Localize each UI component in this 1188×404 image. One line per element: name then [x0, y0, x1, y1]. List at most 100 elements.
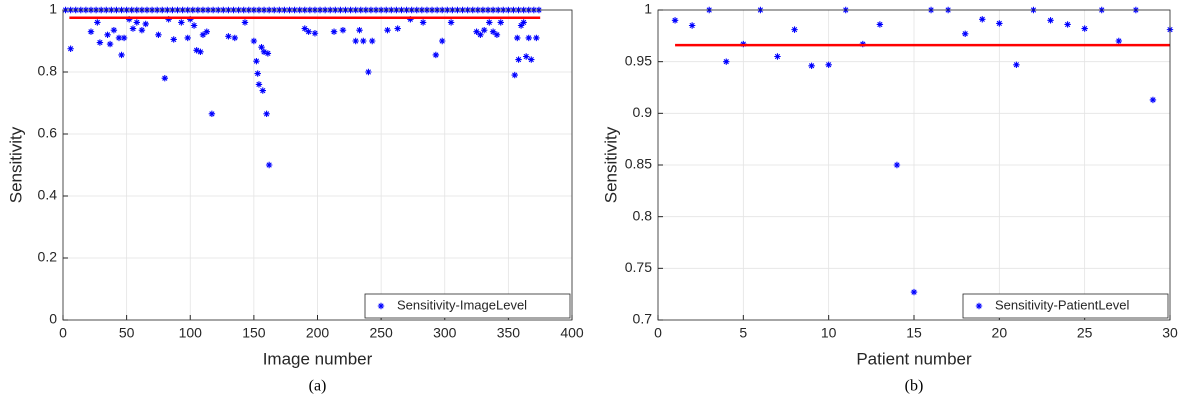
y-tick-label: 0.75 — [625, 259, 652, 275]
data-point — [208, 110, 216, 118]
legend: Sensitivity-PatientLevel — [962, 293, 1169, 319]
y-tick-label: 0 — [49, 311, 57, 327]
data-point — [264, 50, 272, 57]
data-point — [962, 30, 969, 37]
x-tick-label: 250 — [369, 325, 393, 341]
x-tick-label: 20 — [992, 325, 1008, 341]
data-point — [125, 16, 133, 23]
y-tick-label: 0.9 — [633, 104, 653, 120]
data-point — [671, 17, 679, 24]
data-point — [514, 34, 521, 42]
data-point — [263, 110, 270, 118]
y-tick-label: 1 — [49, 1, 57, 17]
axes-box — [62, 9, 573, 321]
data-point — [165, 16, 172, 23]
data-point — [723, 58, 730, 65]
data-point — [94, 19, 101, 26]
data-point — [193, 47, 200, 54]
data-point — [1115, 37, 1122, 45]
data-point — [118, 51, 125, 59]
data-point — [480, 26, 488, 34]
data-point — [356, 26, 363, 34]
data-point — [360, 37, 367, 45]
legend-marker — [975, 302, 983, 310]
data-point — [250, 37, 258, 45]
data-point — [311, 30, 319, 37]
data-point — [265, 161, 273, 169]
data-point — [258, 44, 265, 51]
data-point — [439, 37, 446, 45]
data-point — [893, 161, 901, 169]
data-point — [184, 34, 191, 42]
x-tick-label: 25 — [1077, 325, 1093, 341]
data-point — [473, 28, 480, 35]
data-point — [225, 33, 232, 40]
data-point — [369, 37, 376, 45]
data-point — [197, 48, 204, 56]
legend-label: Sensitivity-PatientLevel — [995, 297, 1130, 312]
data-point — [110, 26, 118, 34]
x-tick-label: 0 — [59, 325, 67, 341]
data-point — [115, 34, 123, 42]
y-tick-label: 0.85 — [625, 156, 652, 172]
data-point — [120, 34, 128, 42]
x-tick-label: 350 — [497, 325, 521, 341]
data-point — [520, 19, 527, 26]
y-tick-label: 1 — [644, 1, 652, 17]
y-tick-label: 0.8 — [633, 207, 653, 223]
data-point — [979, 16, 986, 23]
data-point — [1149, 96, 1157, 104]
data-point — [528, 56, 535, 63]
data-point — [497, 19, 504, 26]
x-axis-label: Image number — [263, 349, 373, 368]
data-point — [203, 28, 210, 35]
x-tick-label: 30 — [1162, 325, 1178, 341]
data-point — [259, 87, 266, 94]
data-point — [190, 22, 198, 29]
data-point — [517, 22, 525, 29]
legend-box — [962, 293, 1169, 319]
data-point — [486, 19, 493, 26]
data-point — [910, 288, 918, 296]
data-point — [129, 25, 137, 32]
data-point — [330, 28, 338, 35]
data-point — [255, 81, 263, 88]
data-point — [493, 31, 501, 38]
data-point — [133, 19, 141, 26]
caption: (a) — [309, 378, 327, 395]
x-tick-label: 10 — [821, 325, 837, 341]
x-tick-label: 150 — [242, 325, 266, 341]
data-point — [96, 39, 104, 46]
data-point — [187, 16, 194, 23]
data-point — [104, 31, 111, 38]
data-point — [142, 20, 149, 28]
data-point — [791, 26, 798, 33]
x-tick-label: 100 — [179, 325, 203, 341]
data-point — [407, 16, 414, 23]
axes-box — [657, 9, 1171, 321]
y-tick-label: 0.4 — [38, 187, 58, 203]
data-point — [432, 51, 440, 59]
data-point — [339, 26, 347, 34]
data-point — [365, 68, 372, 76]
data-point — [511, 71, 518, 79]
y-tick-label: 0.95 — [625, 52, 652, 68]
legend: Sensitivity-ImageLevel — [364, 293, 571, 319]
data-point — [305, 28, 312, 35]
data-point — [419, 19, 427, 26]
data-point — [67, 45, 74, 52]
x-tick-label: 5 — [739, 325, 747, 341]
data-point — [87, 28, 95, 35]
x-tick-label: 400 — [560, 325, 584, 341]
y-axis-label: Sensitivity — [6, 126, 25, 203]
data-point — [1064, 21, 1071, 28]
data-point — [260, 48, 268, 56]
legend-marker — [377, 302, 385, 310]
y-tick-label: 0.6 — [38, 125, 58, 141]
data-point — [394, 25, 401, 32]
x-tick-label: 15 — [906, 325, 922, 341]
data-point — [522, 53, 530, 60]
data-point — [489, 28, 497, 35]
data-point — [301, 25, 308, 32]
data-point — [155, 31, 162, 38]
